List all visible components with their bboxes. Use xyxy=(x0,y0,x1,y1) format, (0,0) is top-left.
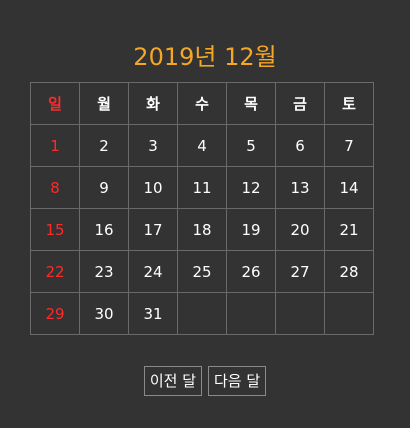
day-cell: 19 xyxy=(226,208,276,251)
day-cell: 12 xyxy=(226,166,276,209)
day-cell-empty xyxy=(275,292,325,335)
day-cell: 13 xyxy=(275,166,325,209)
weekday-fri: 금 xyxy=(275,82,325,125)
day-cell: 3 xyxy=(128,124,178,167)
weekday-header-row: 일 월 화 수 목 금 토 xyxy=(30,82,374,125)
day-cell-empty xyxy=(324,292,374,335)
day-cell: 22 xyxy=(30,250,80,293)
weekday-mon: 월 xyxy=(79,82,129,125)
day-cell: 8 xyxy=(30,166,80,209)
day-cell: 26 xyxy=(226,250,276,293)
next-month-button[interactable]: 다음 달 xyxy=(208,366,267,396)
prev-month-button[interactable]: 이전 달 xyxy=(143,366,202,396)
day-cell: 21 xyxy=(324,208,374,251)
weekday-thu: 목 xyxy=(226,82,276,125)
weekday-tue: 화 xyxy=(128,82,178,125)
day-cell: 18 xyxy=(177,208,227,251)
day-cell: 23 xyxy=(79,250,129,293)
day-cell: 2 xyxy=(79,124,129,167)
day-cell-empty xyxy=(177,292,227,335)
day-cell: 29 xyxy=(30,292,80,335)
calendar-grid: 일 월 화 수 목 금 토 1 2 3 4 5 6 7 8 9 10 11 12… xyxy=(30,82,374,335)
day-cell: 28 xyxy=(324,250,374,293)
day-cell: 15 xyxy=(30,208,80,251)
week-row: 15 16 17 18 19 20 21 xyxy=(30,208,374,251)
day-cell-empty xyxy=(226,292,276,335)
day-cell: 9 xyxy=(79,166,129,209)
day-cell: 30 xyxy=(79,292,129,335)
day-cell: 20 xyxy=(275,208,325,251)
week-row: 1 2 3 4 5 6 7 xyxy=(30,124,374,167)
month-nav: 이전 달 다음 달 xyxy=(0,366,410,396)
day-cell: 17 xyxy=(128,208,178,251)
day-cell: 27 xyxy=(275,250,325,293)
day-cell: 5 xyxy=(226,124,276,167)
week-row: 29 30 31 xyxy=(30,292,374,335)
day-cell: 25 xyxy=(177,250,227,293)
day-cell: 10 xyxy=(128,166,178,209)
day-cell: 11 xyxy=(177,166,227,209)
week-row: 22 23 24 25 26 27 28 xyxy=(30,250,374,293)
weekday-sun: 일 xyxy=(30,82,80,125)
weekday-sat: 토 xyxy=(324,82,374,125)
day-cell: 16 xyxy=(79,208,129,251)
day-cell: 24 xyxy=(128,250,178,293)
day-cell: 14 xyxy=(324,166,374,209)
calendar-title: 2019년 12월 xyxy=(133,43,277,71)
weekday-wed: 수 xyxy=(177,82,227,125)
week-row: 8 9 10 11 12 13 14 xyxy=(30,166,374,209)
day-cell: 31 xyxy=(128,292,178,335)
day-cell: 1 xyxy=(30,124,80,167)
day-cell: 7 xyxy=(324,124,374,167)
day-cell: 4 xyxy=(177,124,227,167)
day-cell: 6 xyxy=(275,124,325,167)
